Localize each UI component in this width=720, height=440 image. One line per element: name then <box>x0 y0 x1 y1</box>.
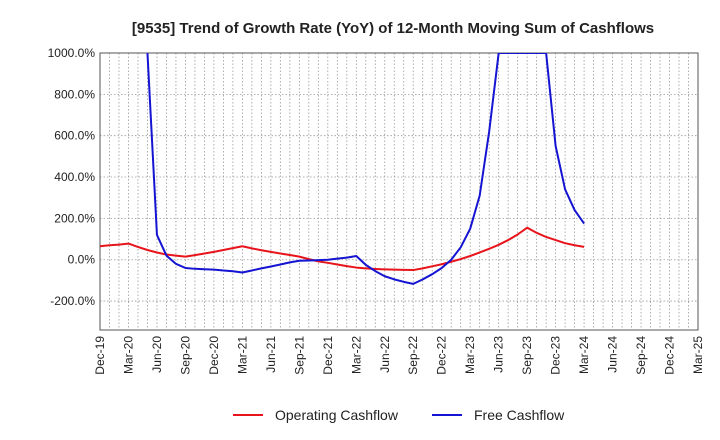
series-lines <box>100 53 585 285</box>
series-line-free-cashflow <box>146 53 585 285</box>
plot-area-frame <box>99 52 699 331</box>
x-tick-label: Dec-20 <box>207 336 221 375</box>
x-tick-label: Mar-22 <box>349 336 363 374</box>
x-tick-label: Dec-19 <box>93 336 107 375</box>
y-axis-ticks: 1000.0% 800.0% 600.0% 400.0% 200.0% 0.0% -200.… <box>48 46 96 308</box>
x-tick-label: Mar-25 <box>691 336 705 374</box>
legend: Operating Cashflow Free Cashflow <box>233 407 565 423</box>
x-axis-ticks: Dec-19 Mar-20 Jun-20 Sep-20 Dec-20 Mar-21 Jun-… <box>93 336 705 375</box>
x-tick-label: Jun-20 <box>150 336 164 373</box>
series-line-operating-cashflow <box>100 226 585 272</box>
legend-label: Operating Cashflow <box>275 407 399 423</box>
y-tick-label: 0.0% <box>68 253 96 267</box>
x-tick-label: Sep-21 <box>292 336 306 375</box>
x-tick-label: Mar-20 <box>121 336 135 374</box>
legend-label: Free Cashflow <box>474 407 565 423</box>
y-tick-label: 600.0% <box>54 129 95 143</box>
y-tick-label: 800.0% <box>54 87 95 101</box>
y-tick-label: 400.0% <box>54 170 95 184</box>
x-tick-label: Dec-23 <box>549 336 563 375</box>
x-tick-label: Sep-20 <box>178 336 192 375</box>
x-tick-label: Sep-24 <box>634 336 648 375</box>
y-tick-label: 1000.0% <box>48 46 96 60</box>
x-tick-label: Jun-24 <box>606 336 620 373</box>
x-tick-label: Mar-21 <box>235 336 249 374</box>
grid-lines <box>100 53 698 330</box>
x-tick-label: Mar-24 <box>577 336 591 374</box>
x-tick-label: Mar-23 <box>463 336 477 374</box>
x-tick-label: Jun-23 <box>492 336 506 373</box>
y-tick-label: -200.0% <box>50 294 95 308</box>
x-tick-label: Sep-23 <box>520 336 534 375</box>
x-tick-label: Jun-22 <box>378 336 392 373</box>
y-tick-label: 200.0% <box>54 211 95 225</box>
x-tick-label: Dec-21 <box>321 336 335 375</box>
x-tick-label: Jun-21 <box>264 336 278 373</box>
x-tick-label: Dec-24 <box>663 336 677 375</box>
x-tick-label: Sep-22 <box>406 336 420 375</box>
chart-title: [9535] Trend of Growth Rate (YoY) of 12-… <box>132 20 654 37</box>
x-tick-label: Dec-22 <box>435 336 449 375</box>
